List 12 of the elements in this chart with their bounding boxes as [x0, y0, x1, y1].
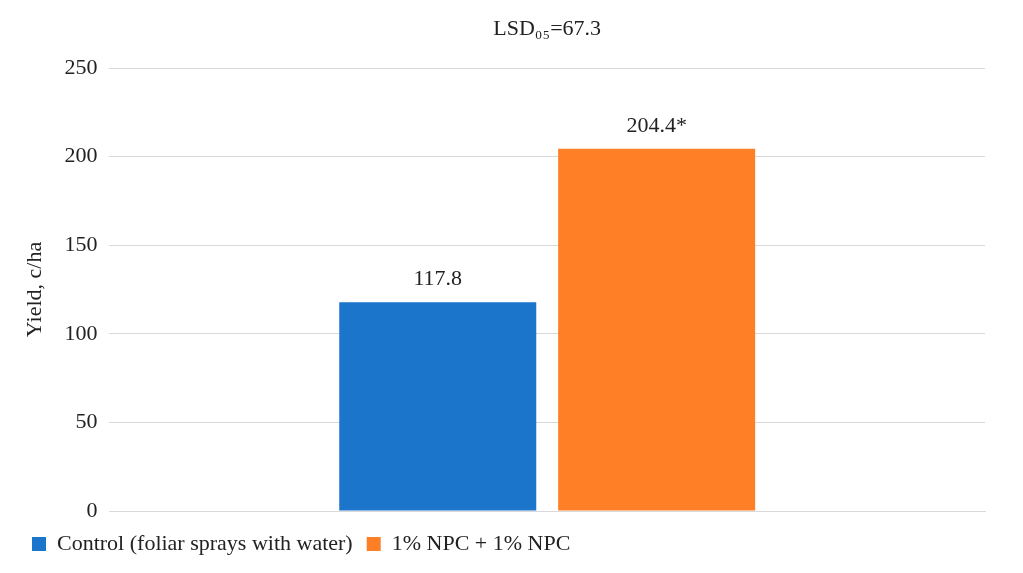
legend-label: 1% NPC + 1% NPC [391, 529, 571, 555]
y-tick-label: 0 [86, 496, 98, 522]
y-tick-label: 50 [75, 408, 98, 434]
y-axis-title: Yield, c/ha [20, 241, 46, 338]
text: LSD₀₅=67.3 [493, 14, 602, 40]
data-label: 117.8 [413, 265, 463, 291]
y-tick-label: 100 [64, 319, 98, 345]
y-tick-label: 150 [64, 230, 98, 256]
legend-label: Control (foliar sprays with water) [57, 529, 353, 555]
y-tick-label: 200 [64, 142, 98, 168]
data-label: 204.4* [626, 111, 687, 137]
y-tick-label: 250 [64, 53, 98, 79]
